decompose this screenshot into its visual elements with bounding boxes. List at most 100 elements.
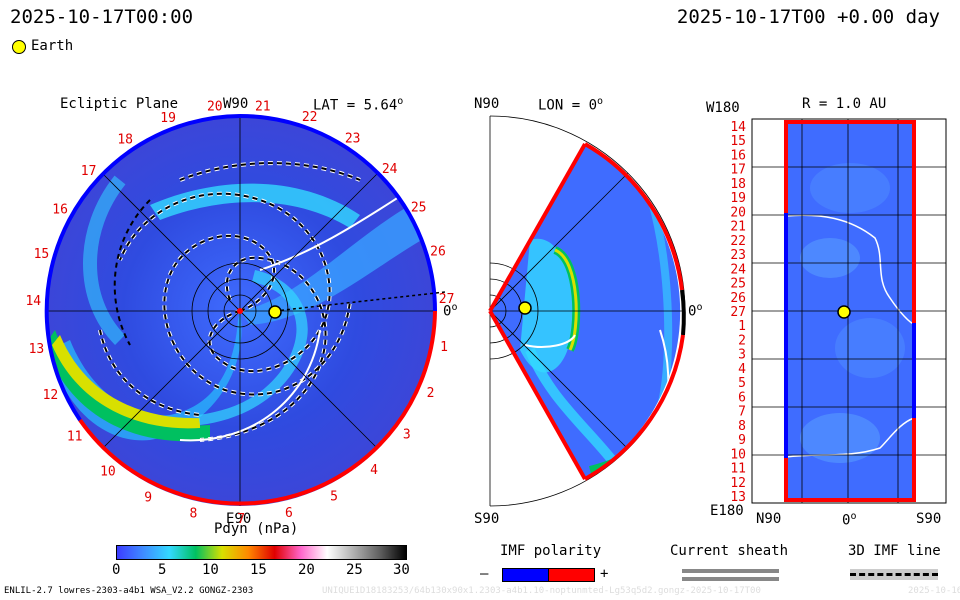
imf-line-swatch: [850, 573, 938, 576]
cylinder-top-left-label: W180: [706, 100, 740, 116]
ring-number: 10: [100, 464, 116, 479]
imf-polarity-title: IMF polarity: [500, 543, 602, 559]
ring-number: 23: [345, 131, 361, 146]
ring-number: 6: [285, 506, 293, 521]
ring-number: 22: [302, 110, 318, 125]
cylinder-title: R = 1.0 AU: [802, 96, 887, 112]
ring-number: 8: [189, 507, 197, 522]
cylinder-x-label-s90: S90: [916, 511, 942, 527]
meridional-zero-label: 0o: [688, 302, 703, 320]
ring-number: 15: [34, 247, 50, 262]
meridional-plot: [488, 115, 686, 507]
model-time-left: 2025-10-17T00:00: [10, 6, 194, 28]
colorbar-tick: 15: [250, 562, 267, 578]
rotation-number: 5: [738, 376, 746, 391]
pdyn-colorbar: [116, 545, 407, 560]
imf-plus-label: +: [600, 566, 609, 582]
rotation-number: 10: [730, 447, 746, 462]
colorbar-tick: 30: [393, 562, 410, 578]
model-time-right: 2025-10-17T00 +0.00 day: [676, 6, 940, 28]
rotation-number: 11: [730, 462, 746, 477]
rotation-number: 4: [738, 362, 746, 377]
earth-position-meridional-icon: [518, 301, 532, 315]
meridional-title: LON = 0o: [538, 96, 604, 114]
cylinder-plot: [751, 118, 947, 504]
ecliptic-title: Ecliptic Plane: [60, 96, 179, 112]
ring-number: 9: [144, 491, 152, 506]
current-sheath-swatch-top: [682, 569, 779, 573]
rotation-number: 18: [730, 177, 746, 192]
colorbar-tick: 10: [202, 562, 219, 578]
cylinder-bottom-left-label: E180: [710, 503, 744, 519]
rotation-number: 9: [738, 433, 746, 448]
current-sheath-swatch-bottom: [682, 577, 779, 581]
colorbar-tick: 20: [298, 562, 315, 578]
meridional-bottom-label: S90: [474, 511, 500, 527]
rotation-number: 14: [730, 120, 746, 135]
rotation-number: 25: [730, 277, 746, 292]
ring-number: 26: [430, 245, 446, 260]
ring-number: 20: [207, 100, 223, 115]
colorbar-ticks: 0 5 10 15 20 25 30: [110, 562, 410, 580]
ring-number: 1: [440, 340, 448, 355]
rotation-number: 7: [738, 405, 746, 420]
rotation-number: 22: [730, 234, 746, 249]
rotation-number: 1: [738, 319, 746, 334]
current-sheath-title: Current sheath: [670, 543, 789, 559]
run-id-footer: UNIQUE1D18183253/64b130x90x1.2303-a4b1.1…: [322, 586, 761, 596]
colorbar-tick: 25: [346, 562, 363, 578]
ring-number: 16: [52, 203, 68, 218]
colorbar-tick: 0: [112, 562, 121, 578]
rotation-number: 17: [730, 163, 746, 178]
colorbar-title: Pdyn (nPa): [214, 521, 299, 537]
cylinder-rotation-axis: 1415161718192021222324252627123456789101…: [730, 120, 746, 505]
ecliptic-plane-plot: 20 21222324252627123456789101112131415161…: [25, 99, 455, 527]
ring-number: 11: [67, 430, 83, 445]
rotation-number: 23: [730, 248, 746, 263]
ring-number: 2: [427, 386, 435, 401]
ring-number: 5: [330, 489, 338, 504]
sun-icon: [237, 308, 243, 314]
ring-number: 7: [237, 512, 245, 527]
rotation-number: 3: [738, 348, 746, 363]
rotation-number: 26: [730, 291, 746, 306]
earth-marker-icon: [12, 40, 26, 54]
right-footer-note: 2025-10-16: [908, 586, 960, 596]
imf-negative-swatch: [502, 568, 550, 582]
colorbar-tick: 5: [158, 562, 167, 578]
model-info-footer: ENLIL-2.7 lowres-2303-a4b1 WSA_V2.2 GONG…: [4, 586, 254, 596]
imf-line-title: 3D IMF line: [848, 543, 941, 559]
ring-number: 25: [411, 201, 427, 216]
rotation-number: 27: [730, 305, 746, 320]
rotation-number: 6: [738, 390, 746, 405]
ring-number: 3: [403, 428, 411, 443]
cylinder-x-label-n90: N90: [756, 511, 782, 527]
ecliptic-lat-label: LAT = 5.64o: [313, 96, 404, 114]
ecliptic-zero-label: 0o: [443, 302, 458, 320]
ecliptic-bottom-label: E90: [226, 511, 252, 527]
ecliptic-top-label: W90: [223, 96, 249, 112]
ring-number: 18: [117, 133, 133, 148]
imf-positive-swatch: [548, 568, 595, 582]
cylinder-x-label-zero: 0o: [842, 511, 857, 529]
rotation-number: 13: [730, 490, 746, 505]
rotation-number: 21: [730, 220, 746, 235]
rotation-number: 12: [730, 476, 746, 491]
rotation-number: 8: [738, 419, 746, 434]
ring-number: 14: [25, 294, 41, 309]
rotation-number: 15: [730, 134, 746, 149]
ring-number: 12: [43, 388, 59, 403]
meridional-top-label: N90: [474, 96, 500, 112]
rotation-number: 24: [730, 262, 746, 277]
ring-number: 19: [160, 111, 176, 126]
ring-number: 13: [29, 342, 45, 357]
rotation-number: 19: [730, 191, 746, 206]
rotation-number: 16: [730, 149, 746, 164]
ring-number: 4: [370, 463, 378, 478]
earth-position-icon: [268, 305, 282, 319]
ring-number: 21: [255, 99, 271, 114]
ring-number: 17: [81, 164, 97, 179]
ring-number: 27: [439, 292, 455, 307]
legend-earth-label: Earth: [31, 38, 74, 54]
ring-number: 24: [382, 162, 398, 177]
